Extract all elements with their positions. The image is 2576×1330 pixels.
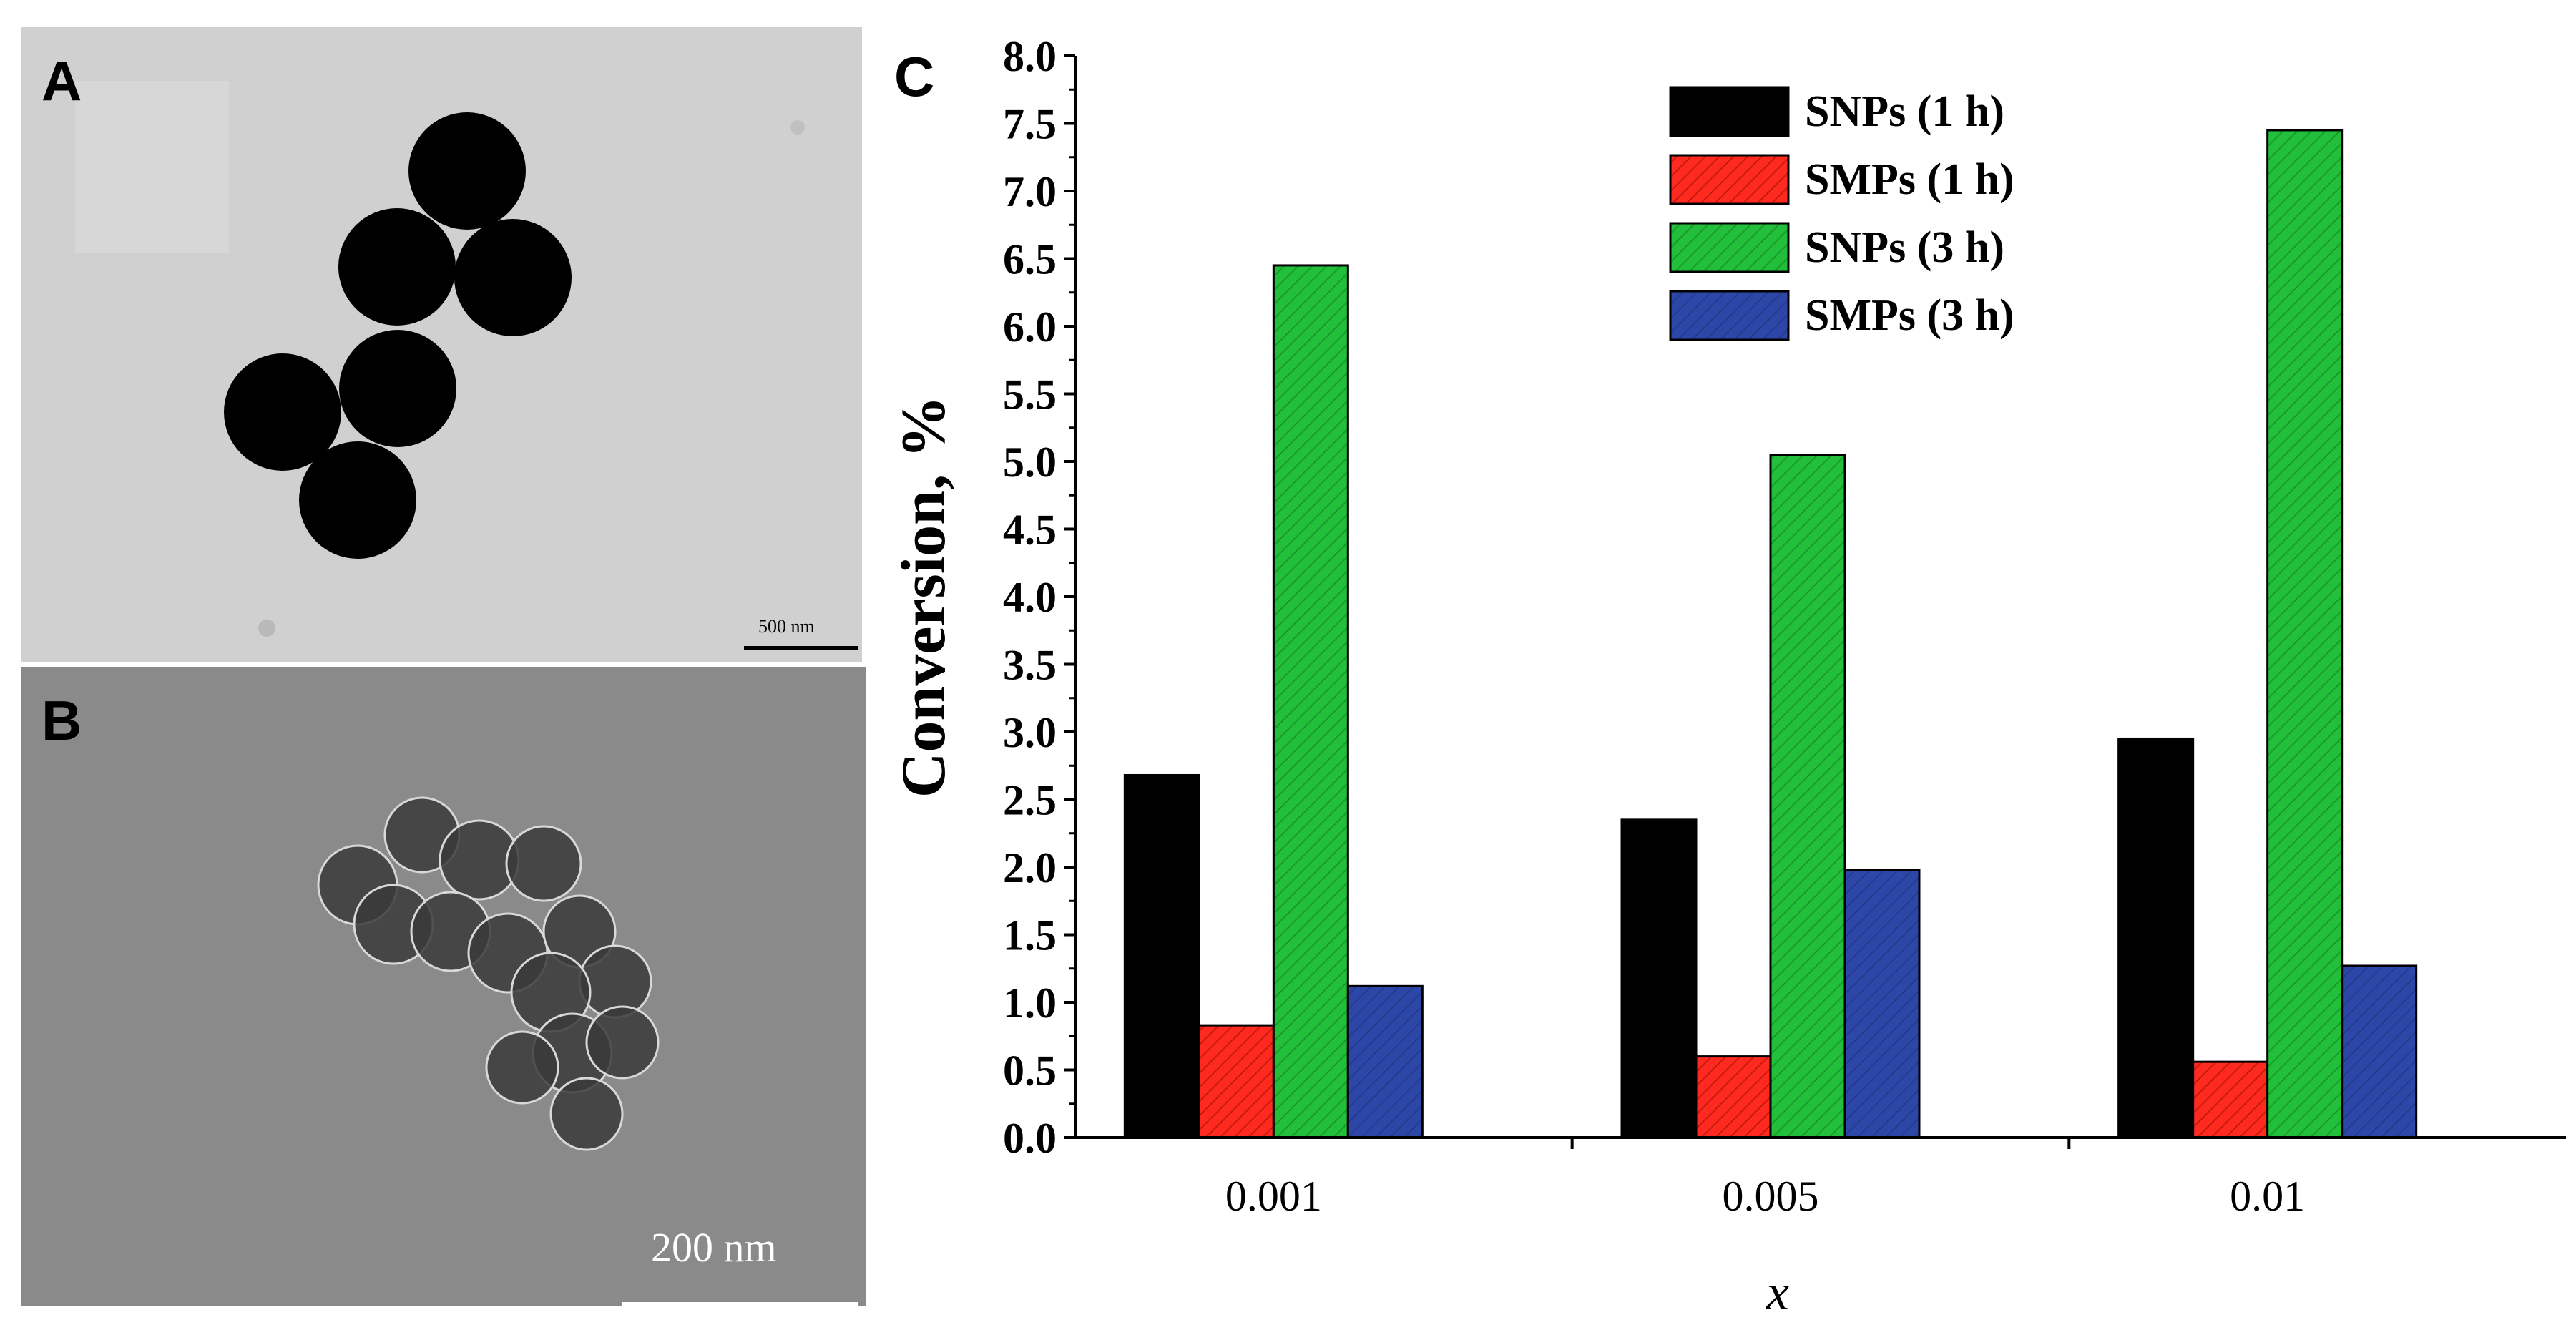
bar: [1620, 818, 1698, 1139]
y-tick-label: 1.0: [1003, 979, 1057, 1027]
legend-label: SMPs (3 h): [1805, 291, 2014, 340]
legend-swatch: [1669, 222, 1790, 273]
y-tick-label: 2.0: [1003, 844, 1057, 891]
x-axis-label: x: [1766, 1263, 1789, 1321]
y-tick-label: 2.5: [1003, 777, 1057, 824]
bar: [2192, 1060, 2269, 1139]
y-tick-label: 8.0: [1003, 33, 1057, 80]
bar-chart: 0.0 0.5 1.0 1.5 2.0 2.5 3.0 3.5 4.0 4.5 5.0 5.5 6.0 6…: [889, 33, 2566, 1321]
scale-bar-label-a: 500 nm: [758, 616, 815, 637]
legend-label: SNPs (3 h): [1805, 223, 2004, 272]
y-tick-label: 3.5: [1003, 642, 1057, 689]
y-tick-label: 1.5: [1003, 912, 1057, 959]
y-tick-label: 4.5: [1003, 507, 1057, 554]
axes: [1074, 56, 2566, 1139]
tem-image-b-graphic: [21, 667, 866, 1306]
legend-label: SNPs (1 h): [1805, 87, 2004, 136]
bars: [1123, 129, 2418, 1139]
scale-bar-label-b: 200 nm: [651, 1224, 777, 1271]
y-tick-label: 5.0: [1003, 439, 1057, 486]
x-tick-label: 0.01: [2230, 1173, 2305, 1220]
y-tick-label: 6.5: [1003, 236, 1057, 283]
legend: SNPs (1 h) SMPs (1 h) SNPs (3 h) SMPs (3 h): [1669, 86, 2014, 341]
bar: [1346, 984, 1424, 1139]
panel-label-b: B: [41, 689, 82, 752]
y-axis-ticks: 0.0 0.5 1.0 1.5 2.0 2.5 3.0 3.5 4.0 4.5 5.0 5.5 6.0 6…: [1003, 33, 1075, 1162]
y-tick-label: 3.0: [1003, 709, 1057, 756]
bar: [2117, 737, 2195, 1139]
y-tick-label: 7.5: [1003, 101, 1057, 148]
y-tick-label: 4.0: [1003, 574, 1057, 621]
bar: [1695, 1055, 1772, 1139]
legend-swatch: [1669, 290, 1790, 341]
legend-swatch: [1669, 154, 1790, 205]
y-tick-label: 5.5: [1003, 371, 1057, 419]
panel-label-c: C: [894, 45, 935, 108]
y-tick-label: 6.0: [1003, 303, 1057, 351]
y-tick-label: 0.0: [1003, 1115, 1057, 1162]
y-tick-label: 7.0: [1003, 168, 1057, 215]
bar: [2341, 964, 2418, 1139]
bar: [1198, 1024, 1275, 1139]
x-axis-ticks: 0.001 0.005 0.01: [1225, 1138, 2305, 1220]
x-tick-label: 0.005: [1723, 1173, 1819, 1220]
bar: [2266, 129, 2344, 1139]
bar: [1769, 454, 1846, 1139]
y-axis-label: Conversion, %: [889, 396, 959, 798]
legend-label: SMPs (1 h): [1805, 155, 2014, 204]
tem-image-a: 500 nm: [21, 27, 862, 662]
bar: [1123, 773, 1200, 1139]
tem-image-b: 200 nm: [21, 667, 866, 1306]
y-tick-label: 0.5: [1003, 1047, 1057, 1095]
tem-image-a-graphic: [21, 27, 862, 662]
panel-label-a: A: [41, 49, 82, 112]
bar: [1272, 264, 1349, 1139]
x-tick-label: 0.001: [1225, 1173, 1322, 1220]
legend-swatch: [1669, 86, 1790, 137]
bar: [1843, 869, 1921, 1139]
